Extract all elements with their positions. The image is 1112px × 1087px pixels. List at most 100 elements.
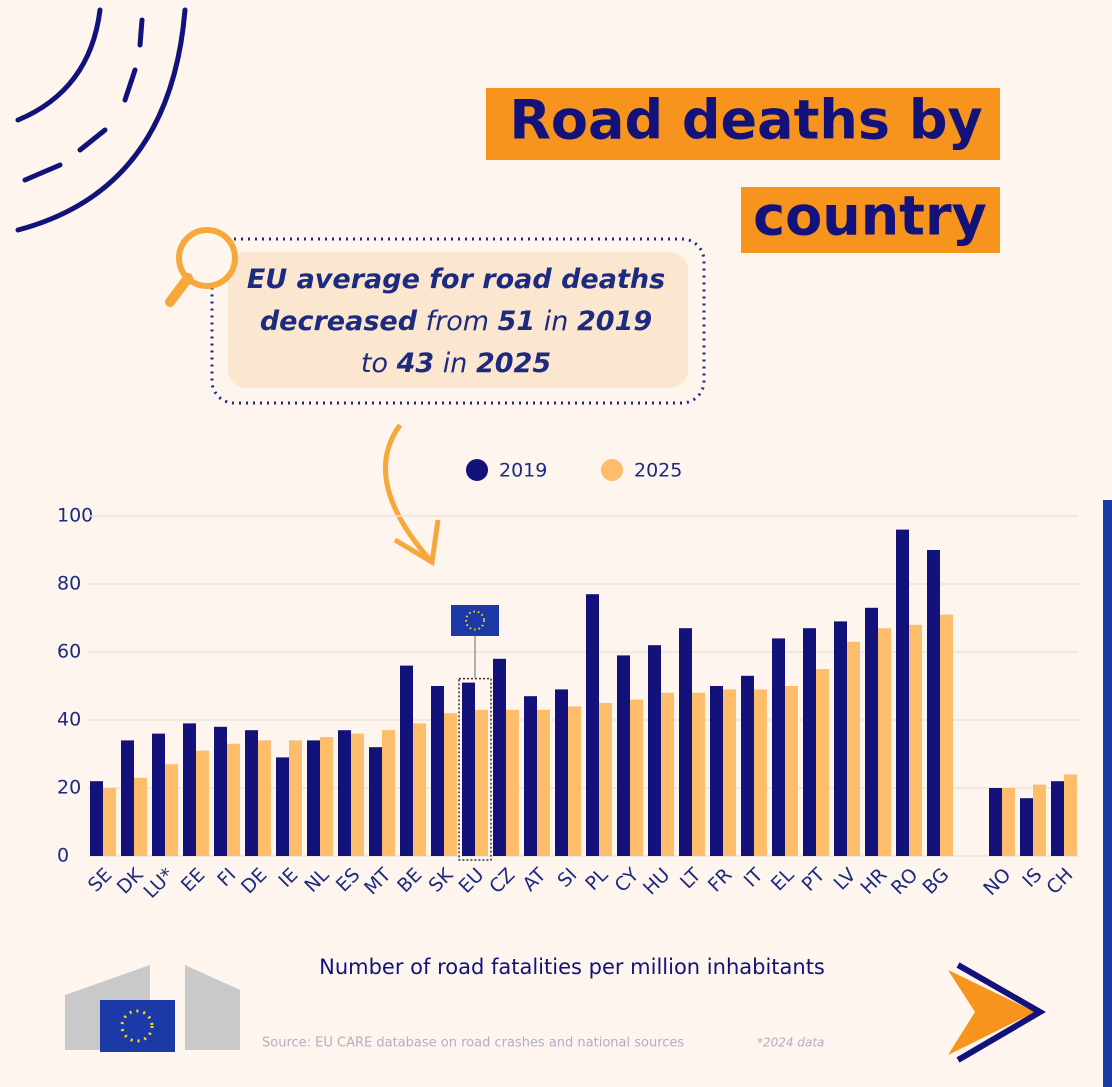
bar: [307, 740, 320, 856]
road-decoration: [15, 7, 188, 233]
bar: [400, 665, 413, 856]
bar: [413, 723, 426, 856]
bar: [692, 692, 705, 856]
bar: [661, 692, 674, 856]
magnifier-icon: [165, 227, 238, 307]
bar: [909, 624, 922, 856]
bar: [214, 726, 227, 856]
y-tick-label: 40: [57, 709, 81, 731]
bar: [121, 740, 134, 856]
bar: [679, 628, 692, 856]
y-tick-label: 80: [57, 573, 81, 595]
bar: [289, 740, 302, 856]
bar: [276, 757, 289, 856]
bar: [599, 703, 612, 856]
bar: [493, 658, 506, 856]
bar: [524, 696, 537, 856]
bar: [723, 689, 736, 856]
commission-logo: [65, 965, 240, 1052]
bar: [772, 638, 785, 856]
bar: [847, 641, 860, 856]
callout-span: to: [361, 348, 397, 379]
bar: [630, 699, 643, 856]
bar: [462, 682, 475, 856]
bar: [568, 706, 581, 856]
bar: [803, 628, 816, 856]
legend-label: 2019: [499, 460, 547, 482]
y-tick-label: 20: [57, 777, 81, 799]
bar: [258, 740, 271, 856]
y-tick-label: 100: [57, 505, 93, 527]
bar: [1064, 774, 1077, 856]
edge-strip: [1103, 500, 1112, 1087]
bar: [878, 628, 891, 856]
callout-span: from: [417, 306, 498, 337]
bar: [648, 645, 661, 856]
footnote: *2024 data: [757, 1036, 824, 1050]
bar: [431, 686, 444, 856]
title-box: [486, 88, 1000, 160]
title: Road deaths by: [509, 89, 982, 152]
bar: [927, 550, 940, 856]
callout-span: EU average for road deaths: [247, 264, 665, 295]
bar: [152, 733, 165, 856]
legend-marker: [601, 459, 623, 481]
callout-text: to 43 in 2025: [361, 348, 551, 379]
legend-marker: [466, 459, 488, 481]
callout-span: decreased: [260, 306, 418, 337]
bar: [475, 709, 488, 856]
chevron-logo: [948, 962, 1046, 1063]
callout-span: 2019: [577, 306, 652, 337]
callout-text: EU average for road deaths: [247, 264, 665, 295]
bar: [816, 669, 829, 856]
legend-label: 2025: [634, 460, 682, 482]
bar: [382, 730, 395, 856]
bar: [165, 764, 178, 856]
bar: [1033, 784, 1046, 856]
bar: [103, 788, 116, 856]
bar: [227, 743, 240, 856]
bar: [555, 689, 568, 856]
bar: [506, 709, 519, 856]
bar: [245, 730, 258, 856]
bar: [320, 737, 333, 856]
bar: [710, 686, 723, 856]
bar: [940, 614, 953, 856]
bar: [989, 788, 1002, 856]
bar: [1020, 798, 1033, 856]
callout-span: in: [535, 306, 577, 337]
arrow: [383, 423, 432, 562]
bar: [444, 713, 457, 856]
bar: [586, 594, 599, 856]
arrow-head: [393, 519, 441, 567]
bar: [338, 730, 351, 856]
bar: [754, 689, 767, 856]
bar: [741, 675, 754, 856]
bar: [90, 781, 103, 856]
y-tick-label: 0: [57, 845, 69, 867]
bar: [369, 747, 382, 856]
y-tick-label: 60: [57, 641, 81, 663]
bar: [196, 750, 209, 856]
bar: [1051, 781, 1064, 856]
callout-text: decreased from 51 in 2019: [260, 306, 652, 337]
bar: [134, 777, 147, 856]
bar: [1002, 788, 1015, 856]
callout-span: 43: [396, 348, 435, 379]
bar: [351, 733, 364, 856]
bar: [183, 723, 196, 856]
x-axis-label: Number of road fatalities per million in…: [319, 955, 825, 979]
callout-border: [210, 237, 706, 405]
bar: [865, 607, 878, 856]
bar: [617, 655, 630, 856]
title-box: [741, 187, 1000, 253]
eu-flag: [451, 605, 499, 636]
bar: [537, 709, 550, 856]
callout-fill: [228, 252, 688, 388]
eu-flag-stars: [465, 610, 485, 631]
callout-span: 51: [498, 306, 536, 337]
callout-span: 2025: [476, 348, 551, 379]
callout-span: in: [434, 348, 476, 379]
